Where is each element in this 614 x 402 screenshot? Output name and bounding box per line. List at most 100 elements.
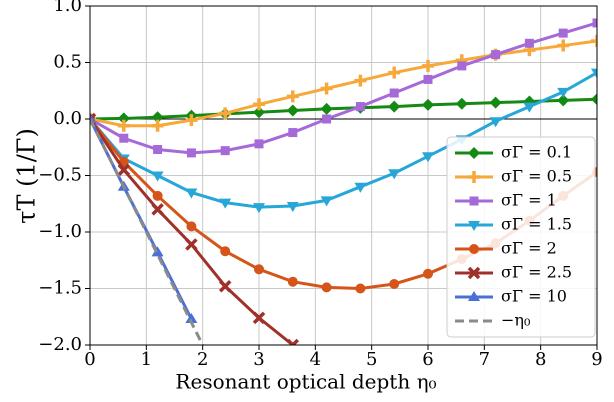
x-tick-label: 8 — [535, 349, 546, 370]
legend-label: σΓ = 0.5 — [501, 167, 572, 186]
marker — [117, 119, 130, 132]
legend-label: σΓ = 1.5 — [501, 215, 572, 234]
y-tick-label: −2.0 — [38, 334, 82, 355]
series-line — [90, 39, 597, 128]
marker — [320, 82, 333, 95]
marker — [355, 102, 365, 112]
marker — [422, 152, 434, 163]
x-tick-label: 4 — [310, 349, 321, 370]
legend-label: σΓ = 10 — [501, 287, 567, 306]
marker — [355, 283, 366, 294]
marker — [489, 96, 502, 109]
x-tick-label: 9 — [591, 349, 602, 370]
y-tick-label: 1.0 — [53, 0, 82, 16]
legend-label: σΓ = 2 — [501, 239, 557, 258]
marker — [469, 244, 479, 254]
marker — [185, 238, 198, 251]
marker — [321, 282, 332, 293]
marker — [591, 35, 597, 48]
series-line — [90, 71, 597, 209]
x-tick-label: 0 — [84, 349, 95, 370]
x-tick-label: 6 — [422, 349, 433, 370]
marker — [186, 148, 196, 158]
marker — [388, 169, 401, 180]
marker — [185, 188, 198, 199]
x-axis-label: Resonant optical depth η₀ — [175, 370, 436, 394]
marker — [253, 106, 265, 119]
marker — [286, 104, 299, 117]
marker — [388, 100, 401, 113]
marker — [117, 112, 130, 125]
x-tick-label: 5 — [366, 349, 377, 370]
legend-box — [446, 136, 596, 338]
x-tick-label: 7 — [479, 349, 490, 370]
marker — [119, 133, 129, 143]
y-tick-label: 0.0 — [53, 108, 82, 129]
x-tick-label: 2 — [197, 349, 208, 370]
marker — [117, 163, 131, 177]
marker — [322, 114, 332, 124]
marker — [320, 102, 333, 115]
marker — [286, 338, 300, 345]
marker — [591, 68, 597, 79]
series-line — [90, 21, 597, 155]
marker — [467, 266, 481, 280]
y-tick-label: −1.0 — [38, 221, 82, 242]
marker — [468, 291, 480, 301]
marker — [524, 38, 534, 48]
marker — [591, 93, 597, 106]
marker — [592, 18, 597, 28]
legend-label: σΓ = 0.1 — [501, 143, 572, 162]
marker — [523, 102, 536, 113]
marker — [389, 278, 400, 289]
marker — [354, 74, 367, 87]
marker — [320, 196, 333, 207]
marker — [287, 276, 298, 287]
marker — [557, 87, 570, 98]
marker — [218, 280, 232, 293]
marker — [422, 98, 434, 111]
marker — [489, 117, 502, 128]
marker — [151, 171, 164, 182]
x-tick-label: 1 — [141, 349, 152, 370]
legend-label: σΓ = 1 — [501, 191, 557, 210]
marker — [557, 39, 570, 52]
marker — [186, 221, 197, 232]
marker — [252, 311, 266, 325]
y-tick-label: −0.5 — [38, 165, 82, 186]
marker — [219, 107, 232, 120]
marker — [151, 203, 164, 216]
legend: σΓ = 0.1 σΓ = 0.5 σΓ = 1 σΓ = 1.5 σΓ = 2 σΓ =… — [446, 136, 596, 338]
marker — [152, 190, 163, 201]
legend-label: −η₀ — [501, 311, 530, 330]
marker — [151, 111, 164, 124]
marker — [423, 268, 433, 279]
marker — [253, 98, 265, 111]
marker — [254, 139, 264, 149]
marker — [220, 146, 230, 156]
y-axis-label: τT (1/Γ) — [13, 128, 41, 224]
marker — [185, 313, 198, 324]
marker — [468, 171, 480, 183]
marker — [185, 114, 198, 127]
marker — [151, 119, 164, 132]
marker — [219, 198, 232, 209]
marker — [468, 147, 480, 159]
y-tick-label: 0.5 — [53, 52, 82, 73]
marker — [557, 94, 570, 107]
x-tick-label: 3 — [253, 349, 264, 370]
marker — [153, 145, 163, 155]
series-line — [90, 118, 205, 345]
marker — [422, 59, 434, 72]
marker — [286, 202, 299, 213]
marker — [388, 66, 401, 79]
marker — [558, 28, 568, 38]
marker — [286, 90, 299, 103]
legend-label: σΓ = 2.5 — [501, 263, 572, 282]
y-tick-label: −1.5 — [38, 278, 82, 299]
marker — [457, 61, 467, 71]
marker — [253, 203, 265, 214]
marker — [389, 88, 399, 98]
